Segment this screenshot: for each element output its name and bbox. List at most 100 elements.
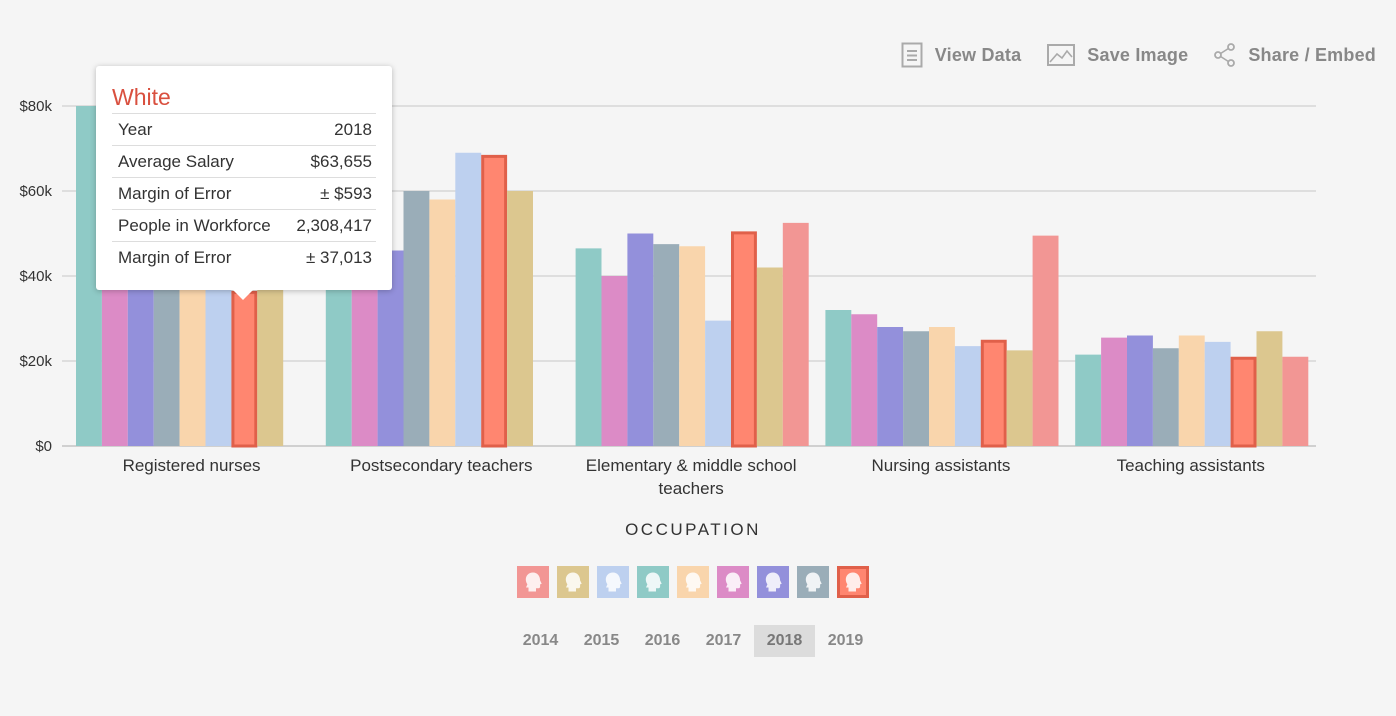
bar <box>1032 235 1059 446</box>
bar <box>1178 335 1205 446</box>
person-head-icon <box>605 572 622 592</box>
x-tick-label: Nursing assistants <box>872 456 1011 475</box>
share-icon <box>1214 43 1236 67</box>
x-tick-label: teachers <box>659 479 724 498</box>
x-axis-title: OCCUPATION <box>625 520 761 539</box>
bar <box>731 231 757 448</box>
x-tick-label: Teaching assistants <box>1117 456 1265 475</box>
bar <box>653 244 680 446</box>
save-image-button[interactable]: Save Image <box>1047 42 1188 68</box>
person-head-icon <box>685 572 702 592</box>
year-option[interactable]: 2019 <box>827 632 864 649</box>
tooltip-row-label: Margin of Error <box>118 184 232 203</box>
bar <box>1152 348 1179 446</box>
tooltip-row-label: Average Salary <box>118 152 234 171</box>
bar <box>1256 331 1283 446</box>
legend-swatch[interactable] <box>597 566 629 598</box>
tooltip-row-value: ± 37,013 <box>305 248 372 267</box>
bar <box>627 233 654 446</box>
bar <box>1204 341 1231 446</box>
tooltip-row-label: Year <box>118 120 153 139</box>
year-selector: 2014 2015 2016 2017 2018 2019 <box>0 625 1386 657</box>
bar <box>231 290 258 448</box>
bar <box>756 267 783 446</box>
document-icon <box>901 42 923 68</box>
bar <box>507 191 533 446</box>
bar <box>127 276 154 446</box>
legend-swatch[interactable] <box>557 566 589 598</box>
legend-swatch[interactable] <box>757 566 789 598</box>
bar <box>1282 356 1309 446</box>
bar <box>1101 337 1127 446</box>
bar <box>455 152 482 446</box>
tooltip: White Year 2018 Average Salary $63,655 Mar… <box>96 66 392 300</box>
bar <box>877 327 904 446</box>
person-head-icon <box>765 572 782 592</box>
legend-swatch[interactable] <box>677 566 709 598</box>
bar <box>705 320 731 446</box>
bar <box>980 339 1007 448</box>
bar <box>851 314 878 446</box>
view-data-label: View Data <box>934 44 1022 65</box>
legend-swatch[interactable] <box>797 566 829 598</box>
bar <box>1127 335 1153 446</box>
bar <box>1230 356 1257 448</box>
bar <box>903 331 929 446</box>
y-tick-label: $20k <box>19 353 52 370</box>
y-tick-label: $40k <box>19 268 52 285</box>
year-option[interactable]: 2014 <box>522 632 559 649</box>
bar <box>575 248 602 446</box>
view-data-button[interactable]: View Data <box>901 42 1022 68</box>
x-axis-labels: Registered nurses Postsecondary teachers E… <box>123 456 1265 498</box>
bar <box>101 271 128 446</box>
x-tick-label: Registered nurses <box>123 456 261 475</box>
tooltip-row-value: 2018 <box>334 120 372 139</box>
bar <box>481 154 508 448</box>
person-head-icon <box>845 572 862 592</box>
bar <box>601 276 628 446</box>
person-head-icon <box>725 572 742 592</box>
y-tick-label: $80k <box>19 98 52 115</box>
year-option[interactable]: 2015 <box>583 632 620 649</box>
bar <box>257 284 284 446</box>
year-option[interactable]: 2017 <box>705 632 742 649</box>
tooltip-row: People in Workforce 2,308,417 <box>112 209 376 241</box>
y-tick-label: $0 <box>35 438 52 455</box>
tooltip-row-label: People in Workforce <box>118 216 271 235</box>
legend-swatch[interactable] <box>637 566 669 598</box>
person-head-icon <box>565 572 582 592</box>
year-option[interactable]: 2018 <box>754 625 815 657</box>
share-embed-label: Share / Embed <box>1248 44 1376 65</box>
bar <box>1075 354 1102 446</box>
y-tick-label: $60k <box>19 183 52 200</box>
x-tick-label: Postsecondary teachers <box>350 456 532 475</box>
bar <box>205 276 232 446</box>
person-head-icon <box>645 572 662 592</box>
bar <box>679 246 706 446</box>
share-embed-button[interactable]: Share / Embed <box>1214 42 1376 68</box>
tooltip-row-value: ± $593 <box>320 184 372 203</box>
bar <box>825 310 852 446</box>
x-tick-label: Elementary & middle school <box>586 456 797 475</box>
tooltip-row-value: $63,655 <box>310 152 372 171</box>
tooltip-row: Margin of Error ± $593 <box>112 177 376 209</box>
person-head-icon <box>525 572 542 592</box>
legend-swatch[interactable] <box>517 566 549 598</box>
legend-swatch[interactable] <box>717 566 749 598</box>
bar <box>954 346 981 446</box>
year-option[interactable]: 2016 <box>644 632 681 649</box>
bar <box>929 327 955 446</box>
image-icon <box>1047 44 1076 66</box>
legend-swatch[interactable] <box>837 566 869 598</box>
toolbar: View Data Save Image Share / Embed <box>901 42 1376 68</box>
save-image-label: Save Image <box>1087 44 1189 65</box>
bar <box>1006 350 1033 446</box>
tooltip-row: Margin of Error ± 37,013 <box>112 241 376 273</box>
legend <box>0 566 1386 598</box>
y-axis-ticks: $0 $20k $40k $60k $80k <box>19 98 52 455</box>
tooltip-row: Year 2018 <box>112 113 376 145</box>
bars <box>76 106 1309 448</box>
tooltip-row: Average Salary $63,655 <box>112 145 376 177</box>
bar <box>351 265 378 446</box>
